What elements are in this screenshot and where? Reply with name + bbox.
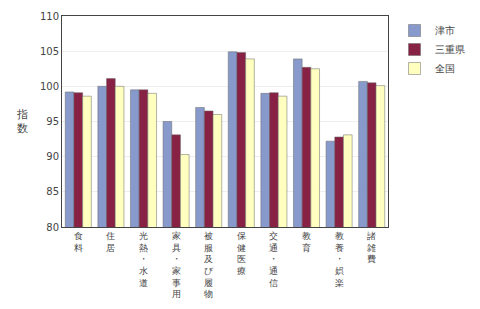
svg-text:90: 90: [46, 151, 59, 162]
svg-text:110: 110: [40, 11, 59, 22]
svg-text:諸雑費: 諸雑費: [367, 231, 376, 264]
svg-text:被服及び履物: 被服及び履物: [204, 231, 214, 299]
svg-text:津市: 津市: [435, 25, 455, 36]
svg-text:教育: 教育: [302, 231, 311, 253]
svg-text:100: 100: [40, 81, 59, 92]
svg-text:保健医療: 保健医療: [237, 231, 246, 276]
svg-text:家具・家事用: 家具・家事用: [172, 231, 181, 299]
svg-text:食料: 食料: [74, 231, 83, 253]
svg-text:80: 80: [46, 222, 59, 233]
svg-text:教養・娯楽: 教養・娯楽: [335, 231, 344, 288]
svg-text:指数: 指数: [16, 108, 28, 135]
svg-text:105: 105: [40, 46, 59, 57]
svg-text:全国: 全国: [435, 63, 455, 74]
svg-text:三重県: 三重県: [435, 44, 465, 55]
svg-text:85: 85: [46, 186, 59, 197]
svg-text:95: 95: [46, 116, 59, 127]
svg-text:交通・通信: 交通・通信: [269, 231, 278, 288]
svg-text:光熱・水道: 光熱・水道: [139, 231, 148, 288]
svg-text:住居: 住居: [106, 231, 115, 253]
